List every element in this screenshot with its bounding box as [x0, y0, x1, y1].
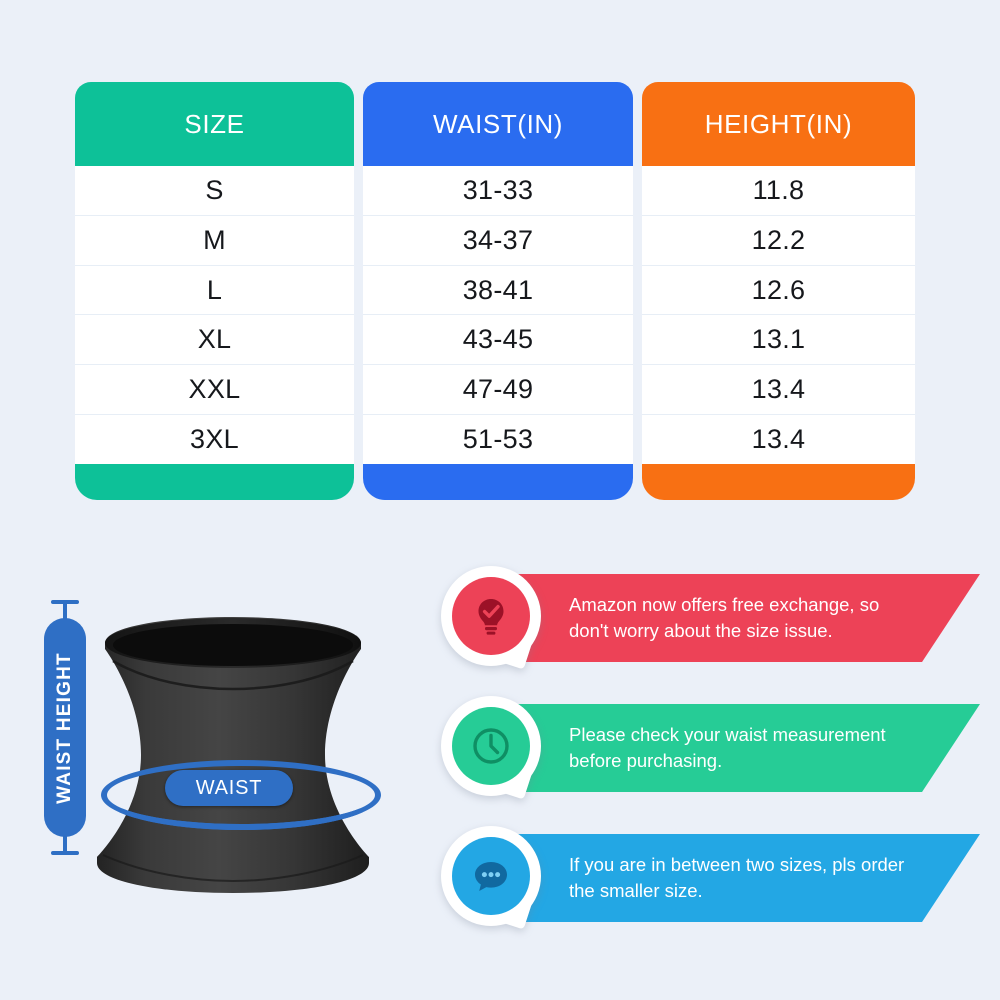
badge-disc: [452, 837, 530, 915]
table-cell-waist: 43-45: [363, 315, 633, 366]
banner-icon-badge: [435, 820, 547, 938]
info-banner-exchange: Amazon now offers free exchange, so don'…: [435, 560, 980, 678]
waist-badge-label: WAIST: [195, 776, 263, 799]
table-cell-height: 12.2: [642, 215, 915, 266]
column-header-height: HEIGHT(IN): [642, 82, 915, 166]
table-column-waist: WAIST(IN) 31-33 34-37 38-41 43-45 47-49 …: [363, 82, 633, 500]
column-footer-waist: [363, 464, 633, 500]
banner-icon-badge: [435, 560, 547, 678]
table-cell-size: S: [75, 166, 354, 216]
waist-ring-front: [101, 760, 381, 830]
table-cell-waist: 38-41: [363, 265, 633, 316]
trainer-inner-opening: [113, 624, 353, 666]
measure-cap-bottom: [51, 851, 79, 855]
column-body-size: S M L XL XXL 3XL: [75, 166, 354, 464]
waist-height-pill: WAIST HEIGHT: [44, 618, 86, 837]
table-cell-waist: 51-53: [363, 415, 633, 464]
table-cell-size: M: [75, 215, 354, 266]
column-footer-size: [75, 464, 354, 500]
column-body-height: 11.8 12.2 12.6 13.1 13.4 13.4: [642, 166, 915, 464]
banner-body: If you are in between two sizes, pls ord…: [497, 834, 980, 922]
table-cell-height: 13.4: [642, 365, 915, 416]
table-cell-height: 13.1: [642, 315, 915, 366]
info-banner-sizing: If you are in between two sizes, pls ord…: [435, 820, 980, 938]
info-banner-list: Amazon now offers free exchange, so don'…: [435, 560, 980, 960]
trainer-seam-line: [112, 659, 354, 691]
table-cell-height: 12.6: [642, 265, 915, 316]
waist-trainer-svg: [97, 617, 369, 893]
banner-icon-badge: [435, 690, 547, 808]
table-cell-size: XXL: [75, 365, 354, 416]
column-footer-height: [642, 464, 915, 500]
table-cell-size: L: [75, 265, 354, 316]
waist-badge: WAIST: [165, 770, 293, 806]
banner-text: Please check your waist measurement befo…: [569, 724, 886, 771]
table-cell-height: 13.4: [642, 415, 915, 464]
banner-text: Amazon now offers free exchange, so don'…: [569, 594, 880, 641]
table-cell-waist: 47-49: [363, 365, 633, 416]
table-cell-size: 3XL: [75, 415, 354, 464]
lightbulb-check-icon: [478, 599, 504, 635]
badge-disc: [452, 707, 530, 785]
badge-disc: [452, 577, 530, 655]
product-illustration: WAIST HEIGHT: [18, 560, 418, 960]
info-banner-measure: Please check your waist measurement befo…: [435, 690, 980, 808]
table-column-size: SIZE S M L XL XXL 3XL: [75, 82, 354, 500]
column-body-waist: 31-33 34-37 38-41 43-45 47-49 51-53: [363, 166, 633, 464]
waist-height-indicator: WAIST HEIGHT: [44, 600, 86, 855]
clock-icon: [473, 728, 509, 764]
size-chart-table: SIZE S M L XL XXL 3XL WAIST(IN) 31-33 34…: [75, 82, 925, 500]
banner-text: If you are in between two sizes, pls ord…: [569, 854, 905, 901]
table-cell-waist: 34-37: [363, 215, 633, 266]
trainer-bottom-seam: [102, 854, 364, 883]
table-cell-waist: 31-33: [363, 166, 633, 216]
table-column-height: HEIGHT(IN) 11.8 12.2 12.6 13.1 13.4 13.4: [642, 82, 915, 500]
column-header-size: SIZE: [75, 82, 354, 166]
chat-bubble-icon: [475, 862, 507, 891]
banner-body: Amazon now offers free exchange, so don'…: [497, 574, 980, 662]
column-header-waist: WAIST(IN): [363, 82, 633, 166]
banner-body: Please check your waist measurement befo…: [497, 704, 980, 792]
table-cell-height: 11.8: [642, 166, 915, 216]
table-cell-size: XL: [75, 315, 354, 366]
waist-trainer-graphic: WAIST: [73, 605, 393, 905]
